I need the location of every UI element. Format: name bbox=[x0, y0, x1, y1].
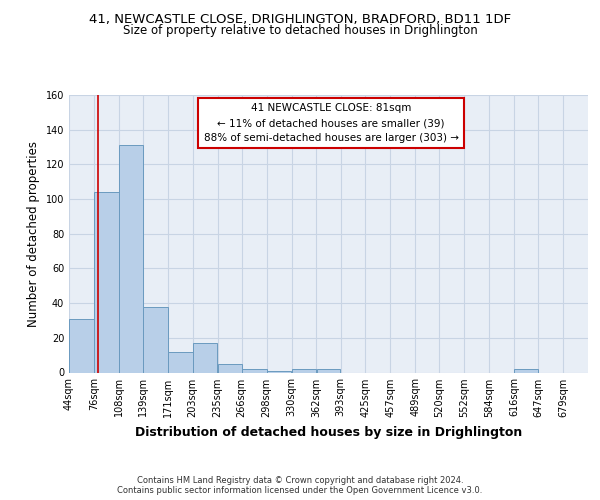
Bar bbox=[168, 352, 193, 372]
Bar bbox=[193, 343, 217, 372]
Text: Size of property relative to detached houses in Drighlington: Size of property relative to detached ho… bbox=[122, 24, 478, 37]
Bar bbox=[267, 371, 292, 372]
Text: 41, NEWCASTLE CLOSE, DRIGHLINGTON, BRADFORD, BD11 1DF: 41, NEWCASTLE CLOSE, DRIGHLINGTON, BRADF… bbox=[89, 12, 511, 26]
Bar bbox=[94, 192, 119, 372]
Bar bbox=[119, 146, 143, 372]
Bar bbox=[69, 318, 94, 372]
Bar bbox=[317, 369, 340, 372]
Bar bbox=[514, 369, 538, 372]
Bar bbox=[218, 364, 242, 372]
Bar bbox=[143, 306, 167, 372]
Text: 41 NEWCASTLE CLOSE: 81sqm
← 11% of detached houses are smaller (39)
88% of semi-: 41 NEWCASTLE CLOSE: 81sqm ← 11% of detac… bbox=[203, 104, 458, 143]
Text: Distribution of detached houses by size in Drighlington: Distribution of detached houses by size … bbox=[135, 426, 523, 439]
Text: Contains HM Land Registry data © Crown copyright and database right 2024.
Contai: Contains HM Land Registry data © Crown c… bbox=[118, 476, 482, 495]
Y-axis label: Number of detached properties: Number of detached properties bbox=[27, 141, 40, 327]
Bar bbox=[292, 369, 316, 372]
Bar bbox=[242, 369, 266, 372]
